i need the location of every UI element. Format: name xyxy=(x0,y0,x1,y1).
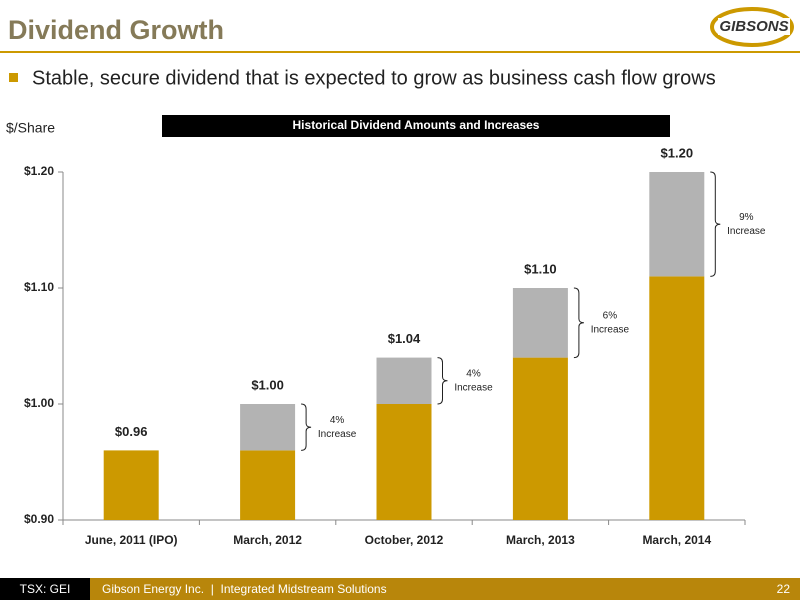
y-tick-label: $1.10 xyxy=(24,280,54,294)
bar-segment xyxy=(512,288,568,358)
bar-segment xyxy=(240,450,296,520)
total-label: $1.04 xyxy=(388,331,421,346)
annotation: 6% xyxy=(603,310,618,321)
bar-segment xyxy=(376,404,432,520)
x-tick-label: March, 2013 xyxy=(506,533,575,547)
logo: GIBSONS xyxy=(710,7,794,47)
chart-title-box xyxy=(162,115,670,137)
bracket xyxy=(437,357,448,405)
logo-band xyxy=(718,18,790,35)
bar-segment xyxy=(376,357,432,404)
y-axis-label: $/Share xyxy=(6,120,55,136)
x-tick-label: June, 2011 (IPO) xyxy=(85,533,178,547)
annotation: Increase xyxy=(727,226,766,237)
annotation: Increase xyxy=(454,382,493,393)
chart-title: Historical Dividend Amounts and Increase… xyxy=(293,118,540,132)
annotation: 4% xyxy=(466,368,481,379)
total-label: $1.20 xyxy=(661,145,694,160)
total-label: $1.10 xyxy=(524,261,557,276)
annotation: 9% xyxy=(739,212,754,223)
bracket xyxy=(301,403,312,451)
x-tick-label: October, 2012 xyxy=(365,533,444,547)
total-label: $0.96 xyxy=(115,424,148,439)
footer-company: Gibson Energy Inc. | Integrated Midstrea… xyxy=(102,582,387,596)
annotation: Increase xyxy=(591,324,630,335)
annotation: 4% xyxy=(330,415,345,426)
bracket xyxy=(710,171,721,277)
logo-ring xyxy=(710,7,794,47)
annotation: Increase xyxy=(318,429,357,440)
y-tick-label: $1.20 xyxy=(24,164,54,178)
bracket xyxy=(573,287,584,359)
bar-segment xyxy=(240,404,296,451)
bar-segment xyxy=(103,450,159,520)
bar-segment xyxy=(649,172,705,277)
y-tick-label: $0.90 xyxy=(24,512,54,526)
bar-segment xyxy=(512,357,568,520)
bullet-marker xyxy=(9,73,18,82)
footer-ticker: TSX: GEI xyxy=(20,582,71,596)
y-tick-label: $1.00 xyxy=(24,396,54,410)
logo-text: GIBSONS xyxy=(719,18,788,35)
footer-ticker-box xyxy=(0,578,90,600)
slide-title: Dividend Growth xyxy=(8,15,224,45)
bar-segment xyxy=(649,276,705,520)
bullet-text: Stable, secure dividend that is expected… xyxy=(32,67,716,89)
footer-band xyxy=(0,578,800,600)
footer-page: 22 xyxy=(777,582,791,596)
total-label: $1.00 xyxy=(251,377,284,392)
x-tick-label: March, 2012 xyxy=(233,533,302,547)
x-tick-label: March, 2014 xyxy=(642,533,711,547)
